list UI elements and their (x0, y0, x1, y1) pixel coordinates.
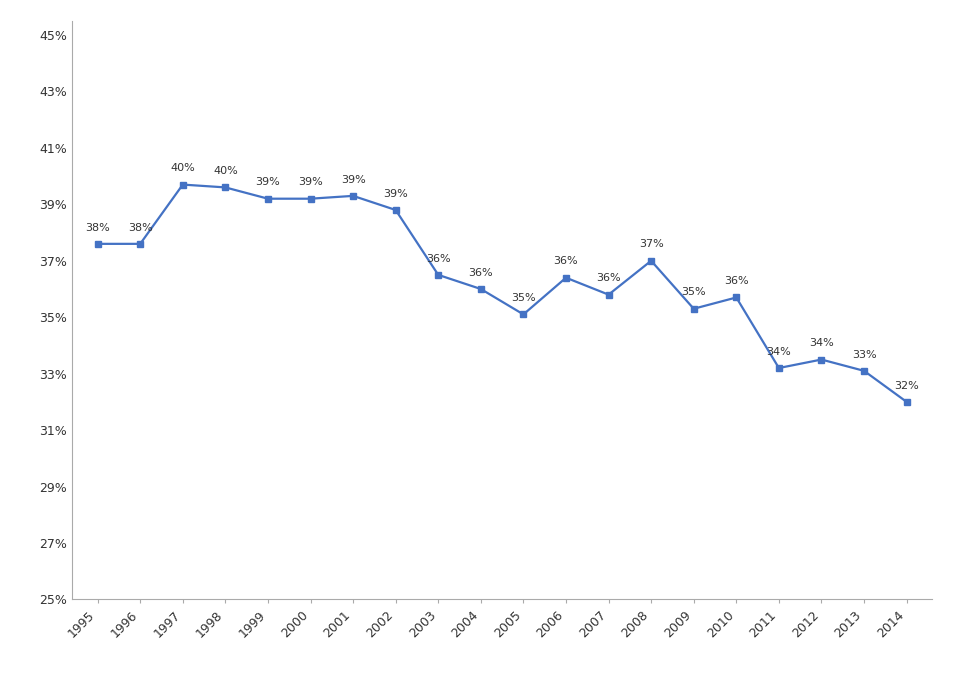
Text: 38%: 38% (86, 222, 110, 233)
Text: 34%: 34% (767, 346, 791, 357)
Text: 34%: 34% (809, 338, 834, 348)
Text: 33%: 33% (851, 350, 876, 360)
Text: 40%: 40% (213, 166, 237, 176)
Text: 39%: 39% (383, 189, 408, 199)
Text: 38%: 38% (128, 222, 153, 233)
Text: 37%: 37% (639, 240, 663, 250)
Text: 40%: 40% (170, 163, 195, 174)
Text: 39%: 39% (298, 178, 323, 187)
Text: 36%: 36% (426, 254, 451, 263)
Text: 35%: 35% (681, 287, 706, 298)
Text: 36%: 36% (469, 268, 493, 277)
Text: 36%: 36% (554, 256, 579, 266)
Text: 36%: 36% (596, 273, 621, 284)
Text: 35%: 35% (511, 293, 535, 303)
Text: 32%: 32% (895, 381, 919, 390)
Text: 39%: 39% (341, 174, 365, 185)
Text: 39%: 39% (256, 178, 281, 187)
Text: 36%: 36% (724, 276, 749, 286)
